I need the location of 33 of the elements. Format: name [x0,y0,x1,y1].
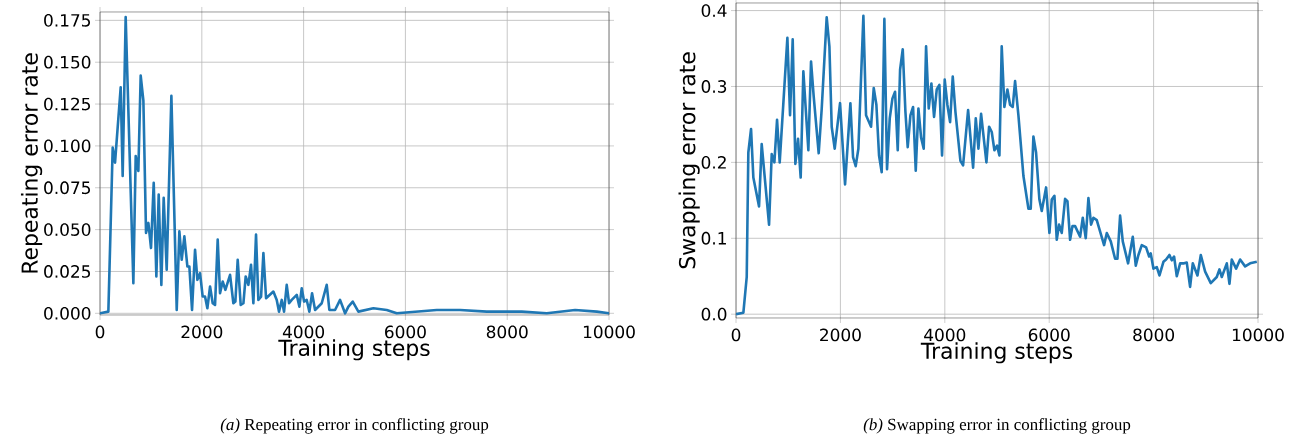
x-tick-label: 6000 [385,325,426,339]
y-tick-label: 0.1 [701,231,726,245]
y-tick-label: 0.125 [44,97,91,111]
text: (a) Repeating error in conflicting group [220,418,489,434]
y-tick-label: 0.050 [44,223,91,237]
y-axis-title: Repeating error rate [20,53,43,273]
y-tick-label: 0.150 [44,55,91,69]
y-tick-label: 0.0 [701,307,727,321]
x-axis-title: Training steps [278,339,430,361]
x-axis-title: Training steps [920,342,1073,364]
line-series [100,15,610,315]
line-series [736,14,1259,316]
y-tick-label: 0.025 [44,265,91,278]
y-tick-label: 0.3 [701,80,727,93]
x-tick-label: 4000 [924,328,966,342]
x-tick-label: 10000 [583,325,635,339]
x-tick-label: 0 [731,328,741,342]
x-tick-label: 10000 [1232,328,1284,342]
x-tick-label: 2000 [820,328,861,342]
y-tick-label: 0.100 [44,139,91,153]
x-tick-label: 0 [95,325,105,339]
y-tick-label: 0.075 [44,181,91,195]
y-tick-label: 0.175 [44,13,91,27]
x-tick-label: 6000 [1028,328,1070,342]
y-axis-title: Swapping error rate [678,52,700,269]
x-tick-label: 2000 [181,325,223,339]
x-tick-label: 4000 [282,325,325,339]
y-tick-label: 0.000 [44,306,91,320]
y-tick-label: 0.2 [701,155,726,169]
y-tick-label: 0.4 [701,4,727,17]
x-tick-label: 8000 [1133,328,1175,342]
text: (b) Swapping error in conflicting group [863,418,1131,434]
x-tick-label: 8000 [486,325,528,339]
